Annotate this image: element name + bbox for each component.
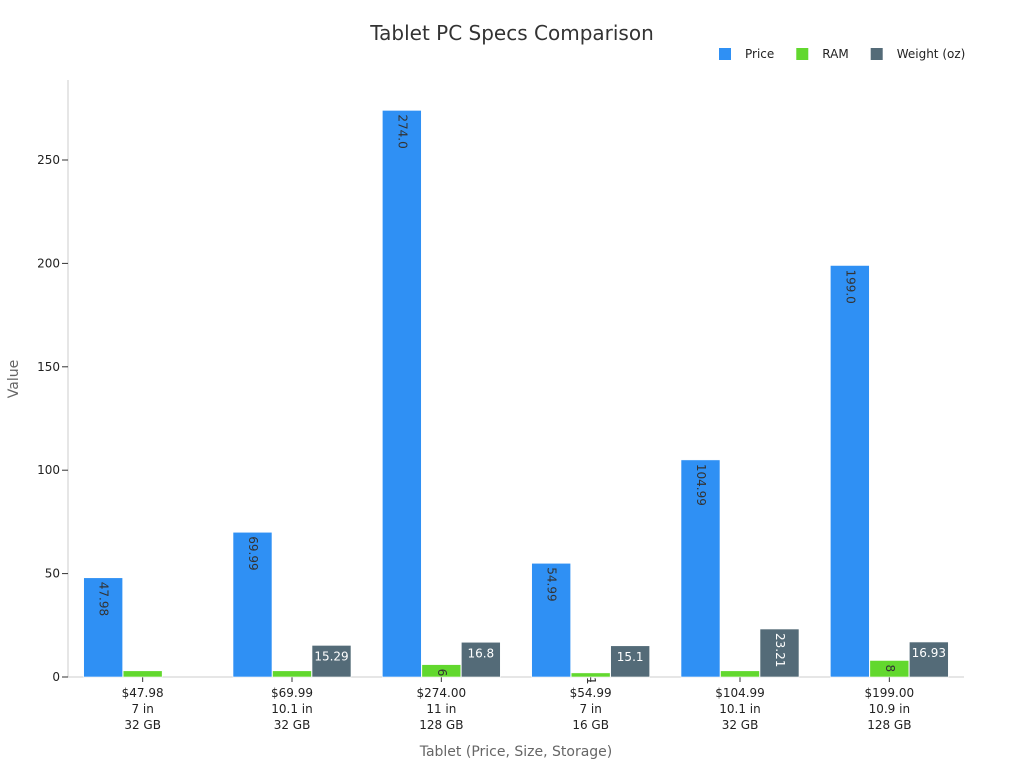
bar-value-label: 274.0 [395, 114, 409, 148]
x-tick-label: $199.00 10.9 in 128 GB [865, 686, 915, 732]
x-axis-title: Tablet (Price, Size, Storage) [419, 744, 613, 760]
bar-value-label: 15.1 [617, 650, 644, 664]
x-tick-label: $274.00 11 in 128 GB [417, 686, 467, 732]
bar-price-2 [382, 110, 422, 678]
bar-price-0 [83, 577, 123, 678]
bar-value-label: 16.8 [467, 646, 494, 660]
x-tick-label: $54.99 7 in 16 GB [570, 686, 612, 732]
bar-value-label: 16.93 [912, 646, 946, 660]
bar-price-1 [232, 531, 273, 678]
legend-label: Price [745, 47, 774, 61]
bar-labels: 47.98 69.99 274.0 54.99 104.99 199.0 6 1 8 15.29 1… [97, 114, 946, 684]
bar-ram-1 [272, 670, 312, 678]
bar-value-label: 104.99 [694, 464, 708, 506]
y-tick-label: 0 [52, 670, 60, 684]
y-axis-title: Value [6, 360, 22, 398]
y-axis: 0 50 100 150 200 250 [37, 80, 69, 684]
bars [83, 110, 949, 678]
chart-title: Tablet PC Specs Comparison [369, 21, 654, 45]
bar-price-4 [680, 459, 721, 678]
bar-value-label: 69.99 [246, 536, 260, 570]
bar-value-label: 54.99 [545, 567, 559, 601]
bar-value-label: 8 [883, 664, 897, 672]
legend-label: Weight (oz) [897, 47, 966, 61]
legend: Price RAM Weight (oz) [719, 47, 965, 61]
bar-weight-oz-3 [610, 645, 650, 678]
legend-swatch [719, 48, 731, 60]
bar-weight-oz-2 [461, 641, 501, 678]
y-tick-label: 200 [37, 256, 60, 270]
bar-value-label: 23.21 [773, 633, 787, 667]
y-tick-label: 150 [37, 360, 60, 374]
bar-ram-4 [720, 670, 760, 678]
bar-price-5 [830, 265, 870, 678]
bar-ram-0 [122, 670, 163, 678]
bar-ram-3 [570, 672, 611, 678]
y-tick-label: 50 [45, 567, 60, 581]
bar-weight-oz-5 [909, 641, 949, 678]
y-tick-label: 100 [37, 463, 60, 477]
bar-weight-oz-1 [311, 645, 352, 678]
x-tick-label: $69.99 10.1 in 32 GB [271, 686, 313, 732]
bar-weight-oz-4 [759, 628, 800, 678]
bar-value-label: 15.29 [314, 649, 348, 663]
bar-value-label: 47.98 [97, 582, 111, 616]
legend-swatch [796, 48, 809, 60]
bar-ram-5 [869, 660, 910, 678]
bar-price-3 [531, 562, 571, 678]
x-tick-label: $47.98 7 in 32 GB [122, 686, 164, 732]
bar-value-label: 6 [435, 669, 449, 677]
y-tick-label: 250 [37, 153, 60, 167]
bar-ram-2 [421, 664, 462, 678]
x-tick-label: $104.99 10.1 in 32 GB [715, 686, 765, 732]
legend-label: RAM [822, 47, 848, 61]
bar-value-label: 199.0 [843, 269, 857, 303]
legend-swatch [870, 48, 883, 60]
x-axis: $47.98 7 in 32 GB $69.99 10.1 in 32 GB $274.00… [68, 676, 964, 732]
bar-value-label: 1 [584, 677, 598, 685]
